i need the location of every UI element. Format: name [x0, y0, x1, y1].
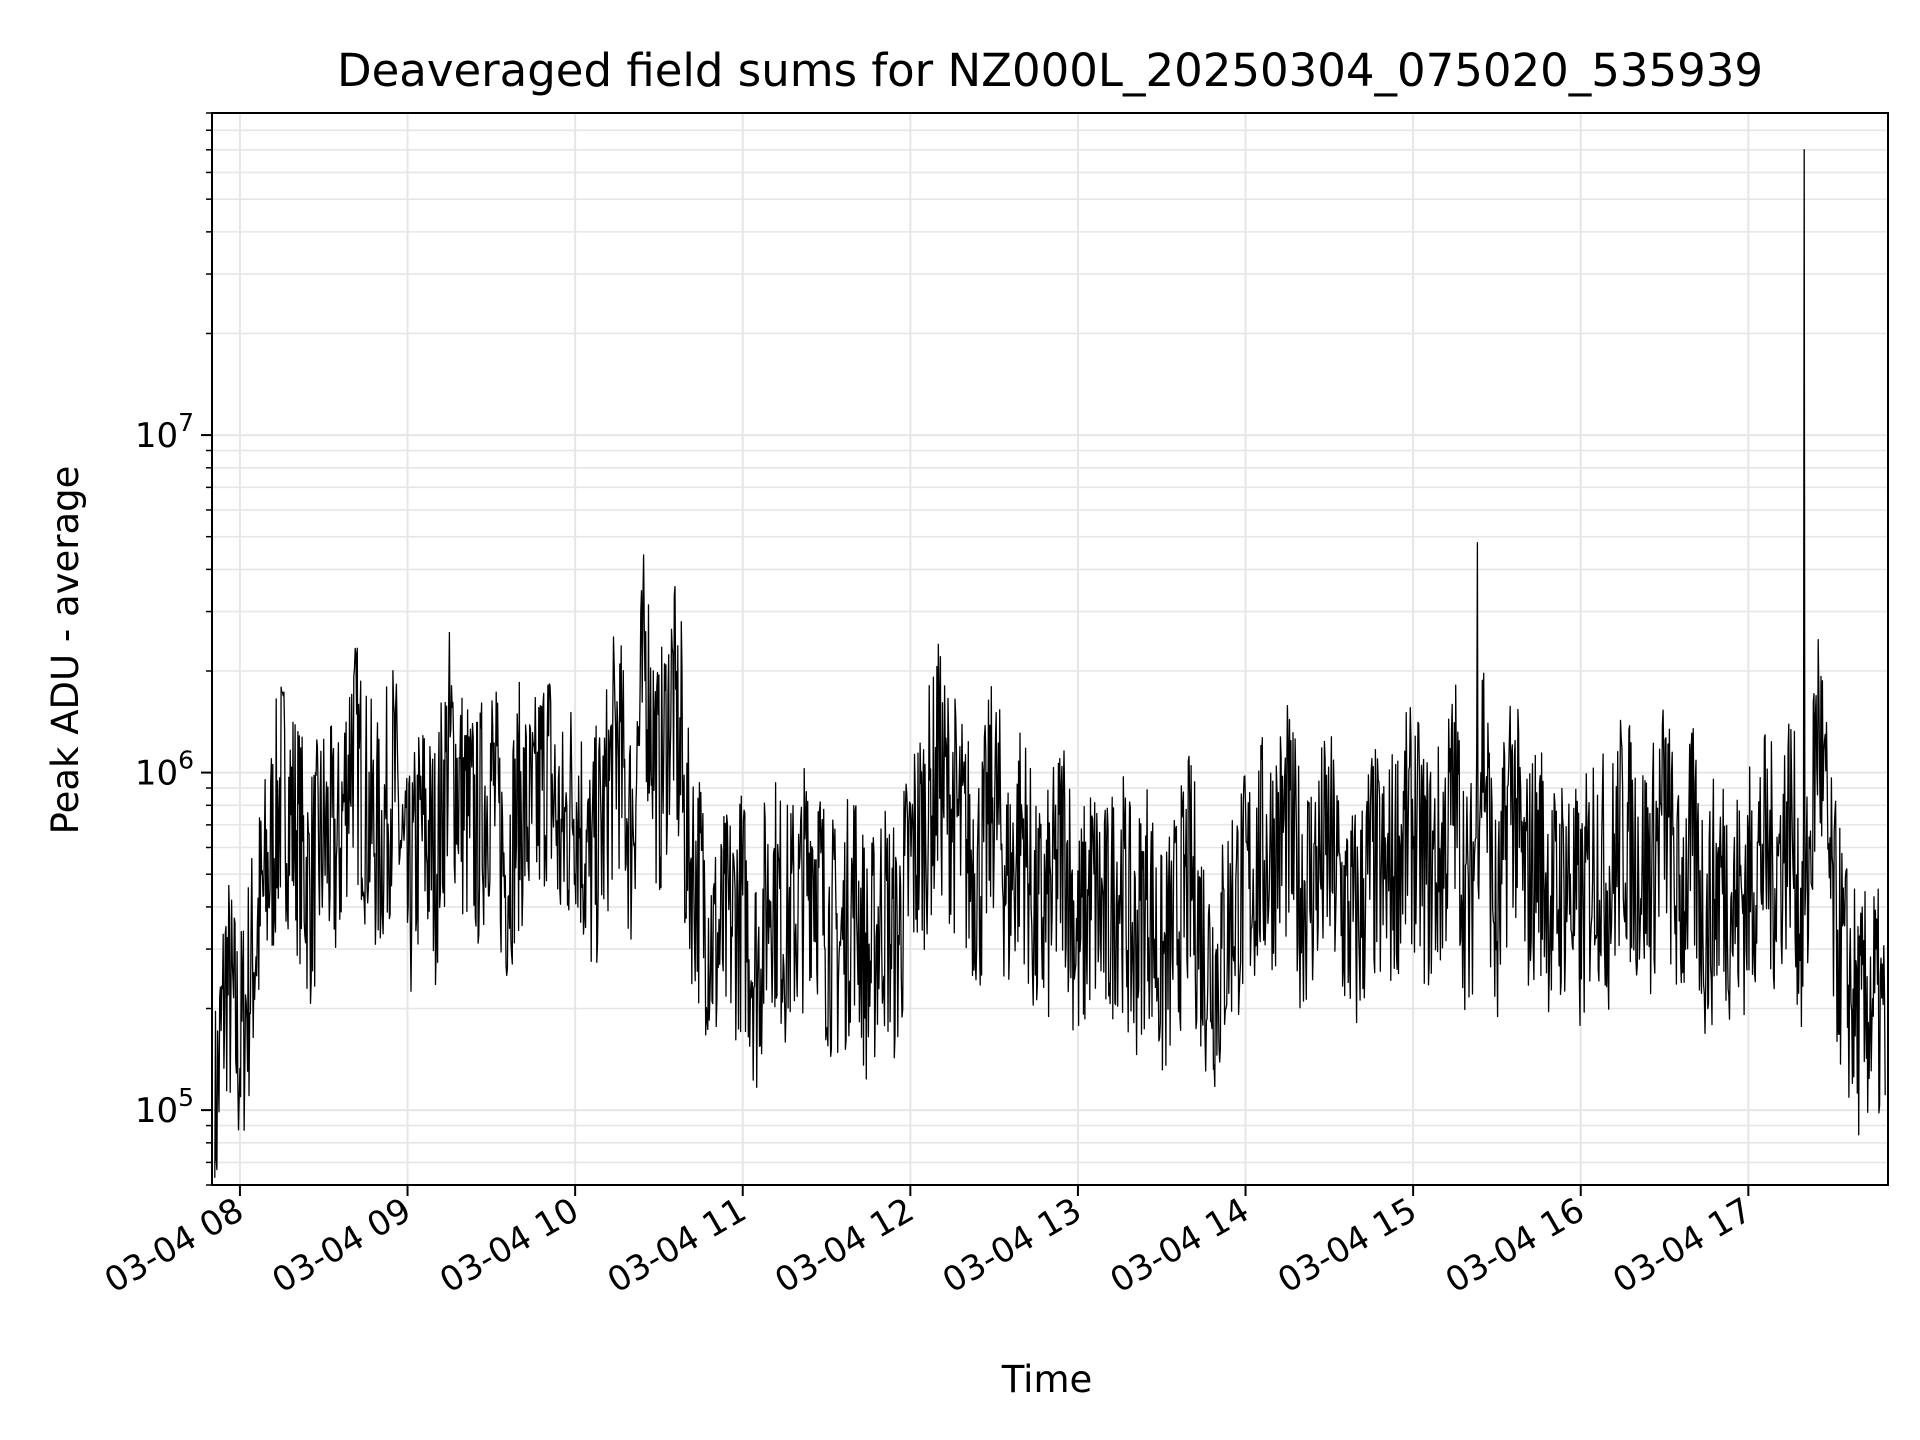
x-tick-label: 03-04 10 — [433, 1190, 585, 1301]
x-tick-label: 03-04 08 — [98, 1190, 250, 1301]
y-axis: 105 106 107 — [135, 112, 212, 1186]
y-tick-label: 105 — [135, 1083, 194, 1131]
x-tick-label: 03-04 12 — [768, 1190, 920, 1301]
x-tick-label: 03-04 11 — [601, 1190, 753, 1301]
y-tick-label: 107 — [135, 408, 194, 456]
x-tick-label: 03-04 15 — [1271, 1190, 1423, 1301]
plot-frame — [211, 112, 1889, 1186]
y-tick-label: 106 — [135, 746, 194, 794]
grid — [212, 112, 1888, 1186]
x-tick-label: 03-04 14 — [1104, 1190, 1256, 1301]
series-line — [214, 149, 1886, 1178]
x-tick-label: 03-04 13 — [936, 1190, 1088, 1301]
x-tick-label: 03-04 16 — [1439, 1190, 1591, 1301]
x-axis-label: Time — [1001, 1358, 1093, 1401]
y-axis-label: Peak ADU - average — [44, 466, 87, 835]
x-tick-label: 03-04 09 — [266, 1190, 418, 1301]
data-series — [214, 149, 1886, 1178]
x-axis: 03-04 08 03-04 09 03-04 10 03-04 11 03-04 12… — [98, 1185, 1759, 1301]
x-tick-label: 03-04 17 — [1606, 1190, 1758, 1301]
chart-title: Deaveraged field sums for NZ000L_2025030… — [337, 44, 1763, 97]
